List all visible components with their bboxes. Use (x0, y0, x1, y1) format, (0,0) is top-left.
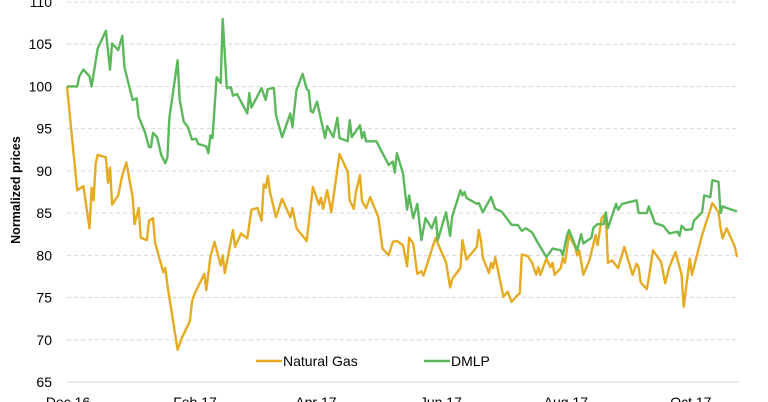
y-axis-label: Normalized prices (9, 136, 23, 244)
legend-label-natural-gas: Natural Gas (283, 353, 358, 369)
y-tick-label: 75 (36, 290, 52, 306)
x-tick-label: Dec 16 (46, 394, 91, 402)
x-tick-labels: Dec 16 Feb 17 Apr 17 Jun 17 Aug 17 Oct 17 (46, 394, 712, 402)
y-tick-label: 110 (30, 0, 53, 10)
y-tick-label: 105 (29, 36, 53, 52)
x-tick-label: Aug 17 (544, 394, 589, 402)
y-tick-label: 65 (36, 374, 52, 390)
y-tick-labels: 65 70 75 80 85 90 95 100 105 110 (29, 0, 53, 390)
y-tick-label: 95 (36, 121, 52, 137)
y-tick-label: 80 (36, 247, 52, 263)
x-tick-label: Oct 17 (670, 394, 711, 402)
x-tick-label: Apr 17 (295, 394, 336, 402)
y-tick-label: 85 (36, 205, 52, 221)
series-lines (65, 17, 739, 352)
y-tick-label: 90 (36, 163, 52, 179)
legend-label-dmlp: DMLP (451, 353, 490, 369)
x-tick-label: Feb 17 (173, 394, 217, 402)
series-line-dmlp (67, 17, 738, 259)
series-line-natural-gas (65, 86, 739, 352)
x-tick-label: Jun 17 (420, 394, 462, 402)
y-tick-label: 70 (36, 332, 52, 348)
y-tick-label: 100 (29, 78, 53, 94)
legend: Natural Gas DMLP (256, 353, 490, 369)
